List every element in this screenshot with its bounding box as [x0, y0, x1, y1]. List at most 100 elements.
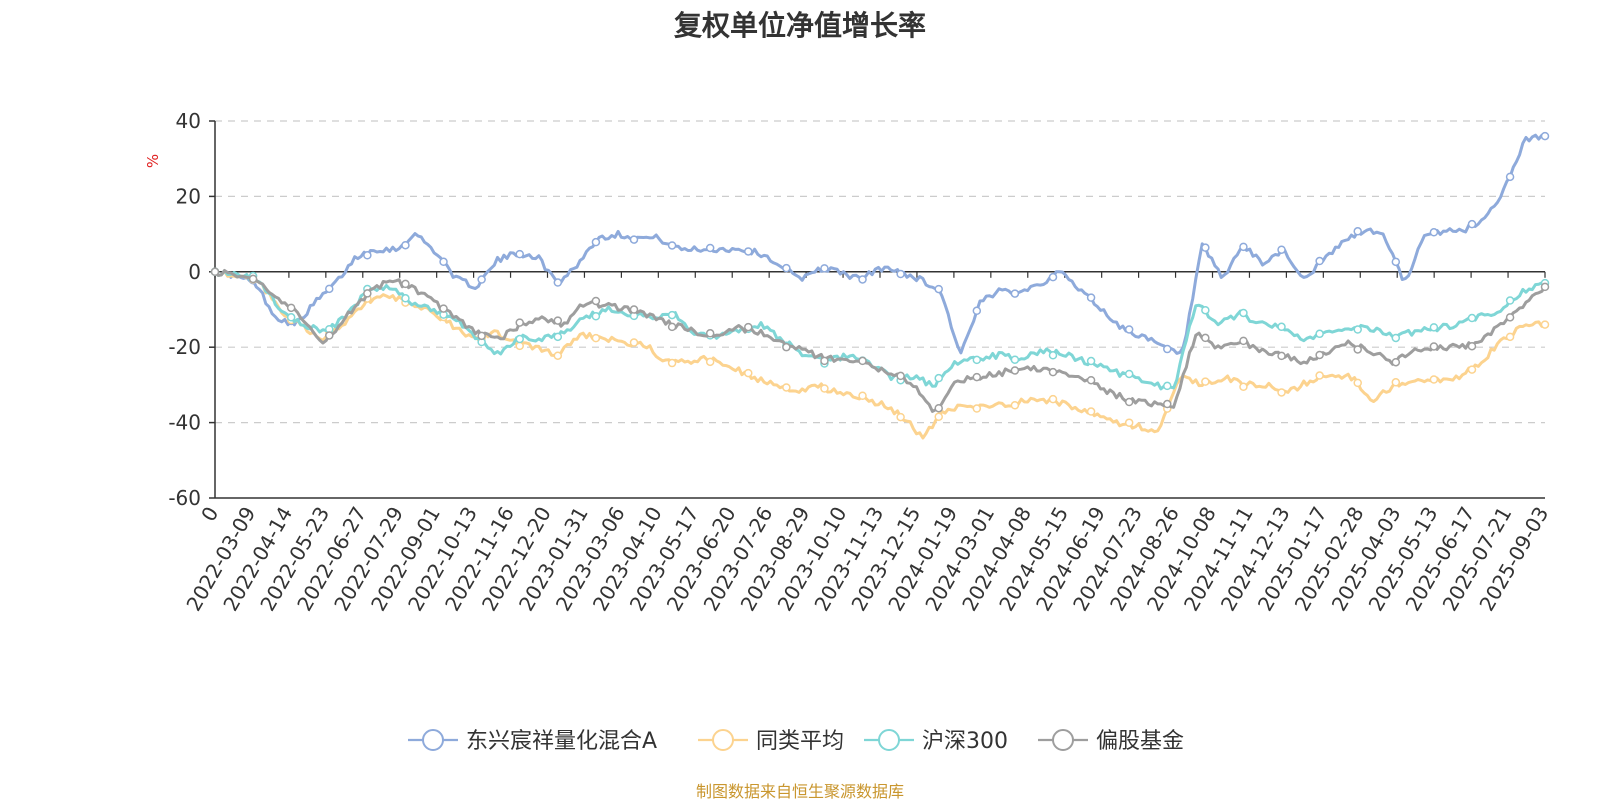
series-point — [1124, 397, 1134, 407]
series-point — [1201, 305, 1210, 315]
series-point — [1048, 272, 1058, 282]
series-point — [1277, 388, 1286, 397]
series-point — [705, 357, 715, 367]
series-point — [515, 318, 524, 327]
series-point — [705, 329, 715, 338]
series-point — [553, 278, 563, 287]
series-point — [401, 240, 410, 250]
series-point — [477, 331, 486, 341]
legend-item[interactable]: 沪深300 — [864, 729, 1008, 754]
series-point — [782, 263, 791, 273]
series-point — [1315, 371, 1324, 380]
series-point — [1010, 366, 1020, 375]
series-point — [629, 338, 639, 347]
series-point — [1239, 336, 1248, 346]
series-point — [858, 356, 867, 366]
series-point — [1315, 329, 1324, 339]
series-point — [1239, 242, 1248, 252]
series-point — [782, 383, 791, 392]
series-point — [439, 304, 448, 313]
series-point — [553, 332, 563, 342]
series-point — [286, 303, 296, 313]
series-point — [667, 358, 677, 368]
series-point — [1086, 407, 1096, 416]
series-point — [934, 284, 943, 294]
legend-item[interactable]: 偏股基金 — [1038, 729, 1184, 754]
series-point — [1505, 332, 1515, 342]
series-point — [515, 249, 524, 259]
series-point — [1391, 357, 1401, 367]
legend-item[interactable]: 东兴宸祥量化混合A — [408, 729, 657, 754]
series-point — [782, 342, 791, 352]
series-point — [896, 269, 905, 279]
series-point — [1540, 320, 1550, 329]
legend-label: 偏股基金 — [1096, 729, 1184, 754]
y-tick-label: 20 — [176, 184, 201, 208]
series-point — [591, 333, 601, 343]
series-point — [1505, 172, 1515, 182]
y-tick-label: -60 — [168, 486, 201, 510]
series-point — [1353, 378, 1362, 388]
series-line — [213, 269, 1547, 413]
series-point — [972, 355, 982, 365]
legend-item[interactable]: 同类平均 — [698, 729, 844, 754]
series-point — [1353, 227, 1362, 236]
legend-marker — [422, 729, 444, 751]
series-point — [477, 275, 486, 284]
series-point — [858, 391, 867, 400]
series-point — [705, 243, 715, 253]
series-point — [1391, 333, 1401, 343]
series-point — [325, 284, 334, 294]
series-point — [1467, 219, 1477, 229]
series-point — [286, 313, 296, 322]
series-point — [515, 334, 524, 344]
series-point — [934, 412, 943, 421]
series-point — [1353, 325, 1362, 334]
series-point — [363, 251, 372, 260]
series-point — [820, 384, 829, 393]
series-point — [1010, 289, 1020, 298]
series-point — [896, 371, 905, 381]
axes — [209, 120, 1546, 499]
legend-label: 沪深300 — [922, 729, 1008, 754]
series-point — [858, 275, 867, 284]
grid-lines — [215, 120, 1545, 424]
series-point — [667, 241, 677, 250]
x-tick-label: 0 — [196, 503, 223, 526]
series-point — [439, 257, 448, 267]
series-point — [744, 322, 753, 332]
series-point — [629, 305, 639, 314]
series-point — [1467, 313, 1477, 323]
series-point — [667, 322, 677, 332]
series-point — [1239, 382, 1248, 392]
series-point — [210, 267, 220, 277]
series-point — [1201, 243, 1210, 252]
series-point — [1277, 351, 1286, 361]
series-point — [1467, 365, 1477, 374]
legend-marker — [712, 729, 734, 751]
y-tick-label: 0 — [188, 260, 201, 284]
series-point — [1505, 313, 1515, 322]
series-point — [1048, 367, 1058, 377]
series-point — [1163, 399, 1172, 409]
series-point — [972, 306, 982, 316]
series-point — [553, 316, 563, 325]
series-point — [1540, 282, 1550, 292]
legend: 东兴宸祥量化混合A 同类平均 沪深300 偏股基金 — [408, 729, 1184, 754]
series-point — [401, 294, 410, 303]
legend-label: 同类平均 — [756, 729, 844, 754]
series-point — [1048, 351, 1058, 360]
series-point — [1315, 256, 1324, 266]
series-point — [325, 331, 334, 340]
series-point — [1010, 355, 1020, 364]
series-point — [1124, 369, 1134, 379]
chart-title: 复权单位净值增长率 — [673, 9, 926, 42]
series-point — [248, 274, 258, 284]
legend-marker — [878, 729, 900, 751]
series-point — [1048, 394, 1058, 404]
series-point — [1239, 308, 1248, 318]
y-tick-label: -40 — [168, 411, 201, 435]
series-point — [1086, 356, 1096, 366]
series-point — [934, 373, 943, 383]
